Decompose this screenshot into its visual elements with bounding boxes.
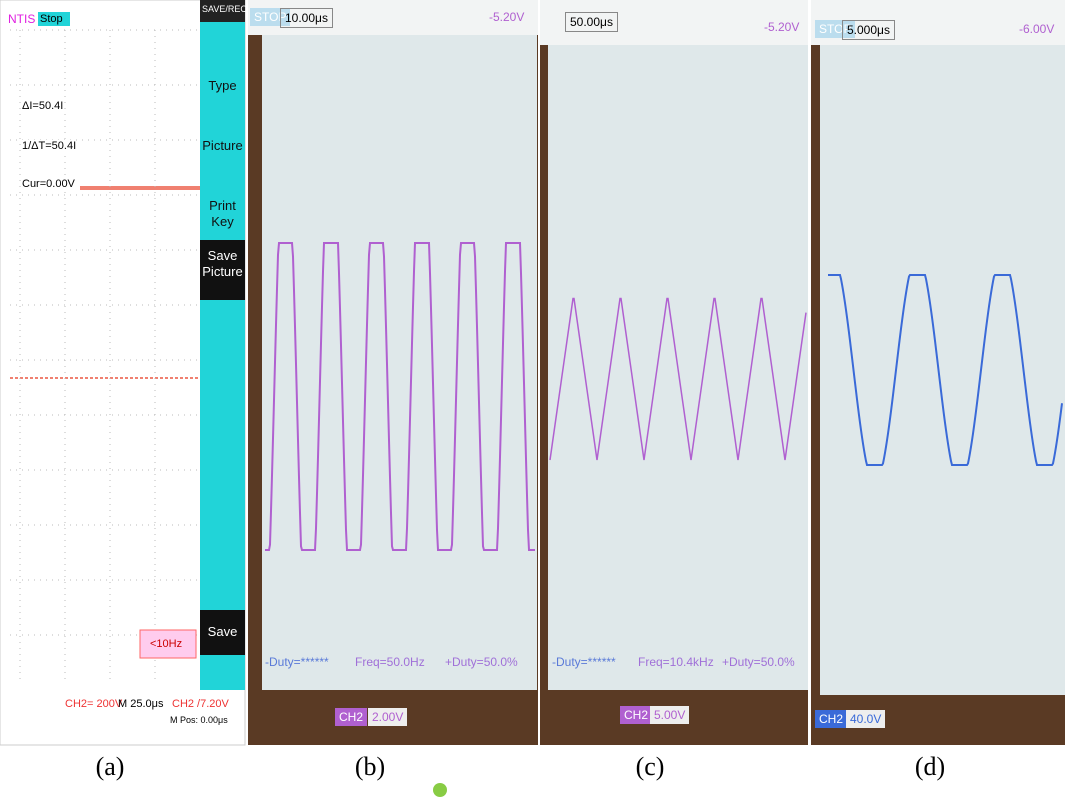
timebase: 10.00μs [280, 8, 333, 28]
caption: (a) [80, 752, 140, 782]
footer-text: M Pos: 0.00μs [170, 716, 228, 726]
scale: 2.00V [368, 708, 407, 726]
measurement: -Duty=****** [552, 655, 616, 669]
menu-item[interactable]: Type [200, 78, 245, 94]
scale: 40.0V [846, 710, 885, 728]
cursor-readout: 1/ΔT=50.4I [22, 140, 76, 152]
trigger-freq: <10Hz [150, 638, 182, 650]
timebase: 50.00μs [565, 12, 618, 32]
menu-column [200, 0, 245, 690]
screen [262, 35, 537, 690]
measurement: +Duty=50.0% [445, 655, 518, 669]
scale: 5.00V [650, 706, 689, 724]
cursor-readout: ΔI=50.4I [22, 100, 63, 112]
footer-text: M 25.0μs [118, 698, 163, 710]
menu-item[interactable]: Picture [200, 138, 245, 154]
artwork [0, 0, 1065, 809]
status: Stop [40, 13, 63, 25]
figure: NTIS Stop SAVE/REC Type Picture Print Ke… [0, 0, 1065, 809]
menu-title: SAVE/REC [202, 5, 247, 15]
trigger-level: -5.20V [760, 18, 803, 36]
channel-label: CH2 [335, 708, 367, 726]
channel-label: CH2 [620, 706, 652, 724]
caption: (b) [340, 752, 400, 782]
dot [433, 783, 447, 797]
brand: NTIS [8, 13, 35, 26]
caption: (d) [900, 752, 960, 782]
footer-text: CH2= 200V [65, 698, 122, 710]
menu-item[interactable]: Print Key [200, 198, 245, 229]
trigger-level: -5.20V [485, 8, 528, 26]
channel-label: CH2 [815, 710, 847, 728]
footer-text: CH2 /7.20V [172, 698, 229, 710]
measurement: +Duty=50.0% [722, 655, 795, 669]
measurement: -Duty=****** [265, 655, 329, 669]
caption: (c) [620, 752, 680, 782]
measurement: Freq=10.4kHz [638, 655, 714, 669]
trigger-level: -6.00V [1015, 20, 1058, 38]
menu-item[interactable]: Save Picture [200, 240, 245, 300]
timebase: 5.000μs [842, 20, 895, 40]
screen [820, 45, 1065, 695]
cursor-readout: Cur=0.00V [22, 178, 75, 190]
menu-item[interactable]: Save [200, 610, 245, 655]
measurement: Freq=50.0Hz [355, 655, 425, 669]
